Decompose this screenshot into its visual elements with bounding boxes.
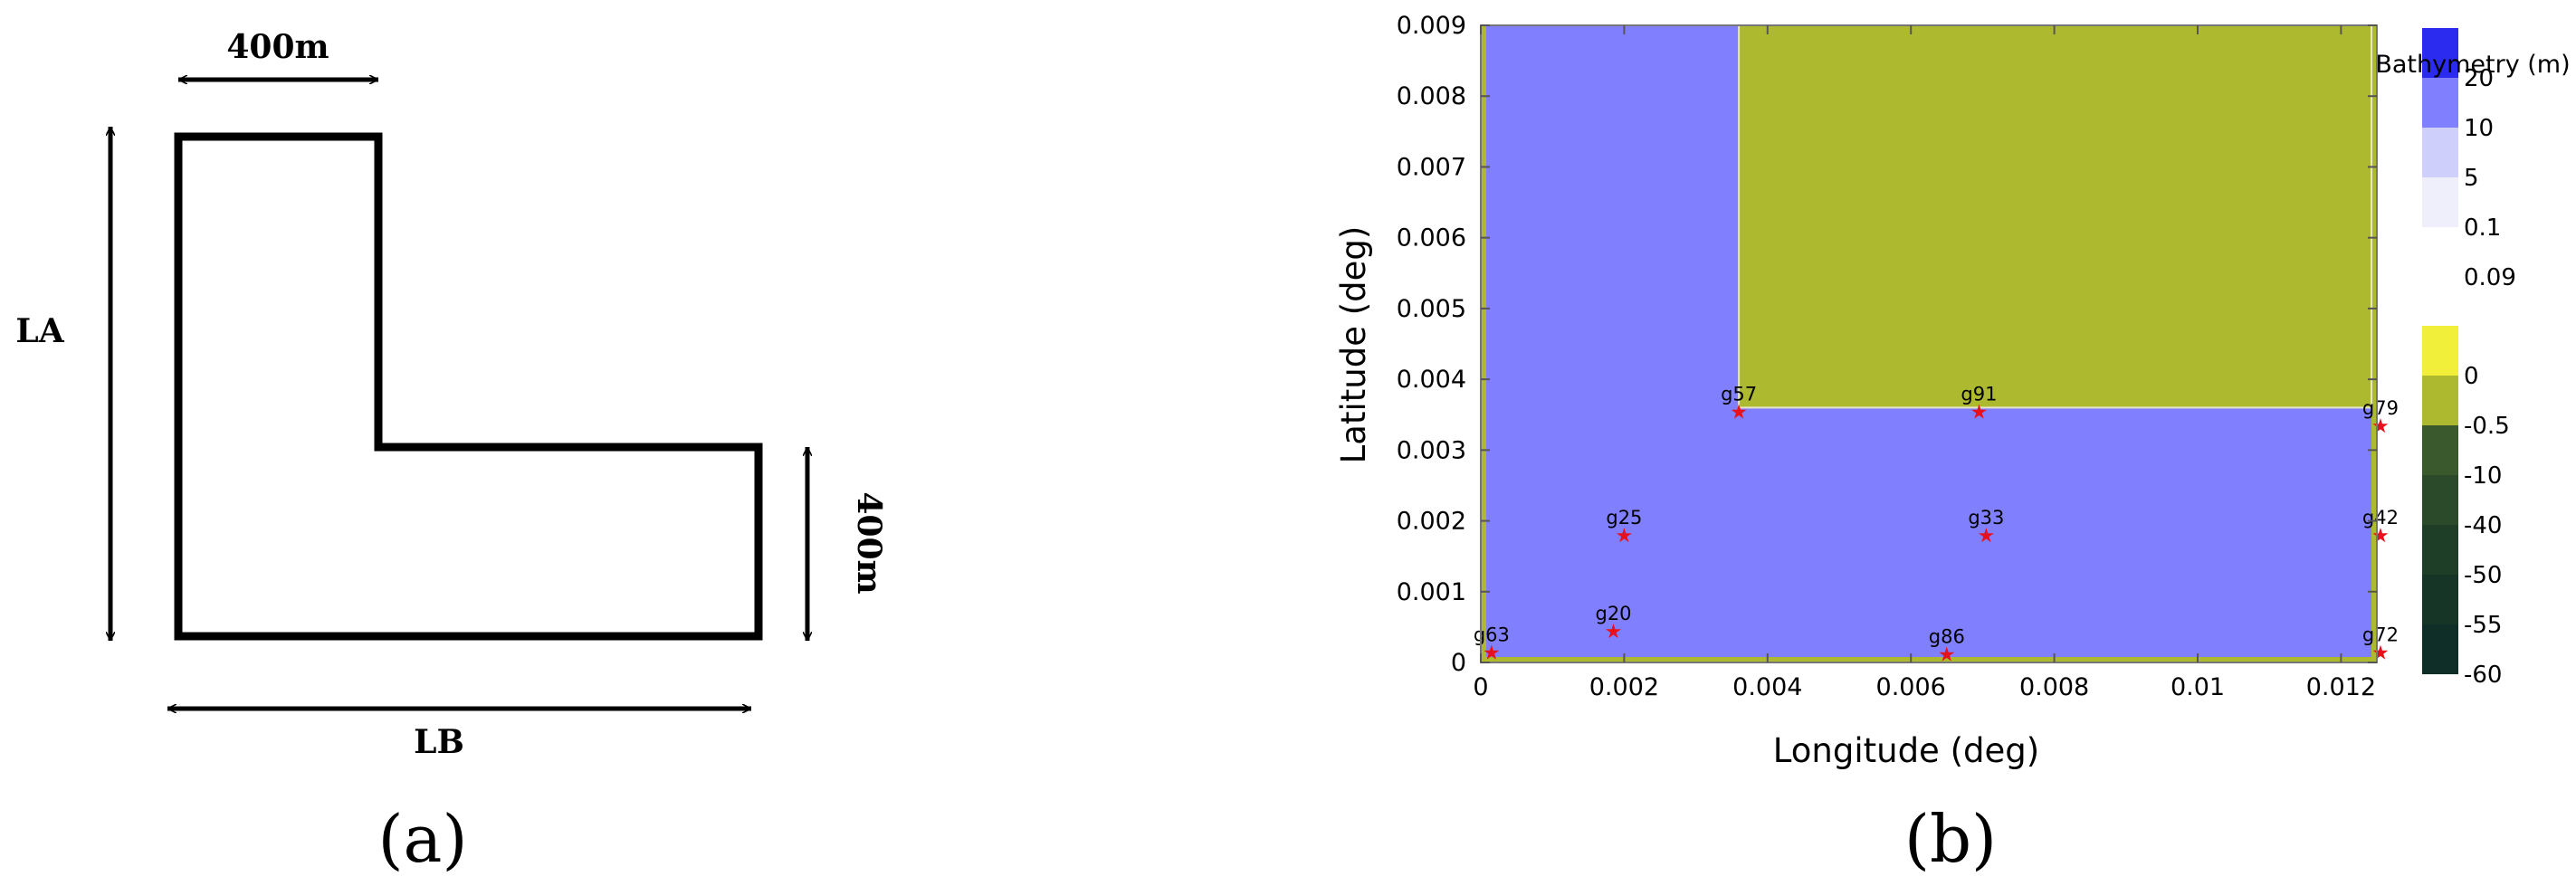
y-tick-label: 0.002: [1397, 508, 1466, 536]
colorbar-swatch: [2422, 227, 2458, 277]
x-tick-label: 0.006: [1876, 673, 1946, 701]
panel-a-l-shape-sketch: 400m LA 400m LB (a): [15, 28, 888, 877]
gauge-label: g57: [1721, 383, 1757, 405]
gauge-label: g79: [2362, 397, 2399, 419]
colorbar-swatch: [2422, 425, 2458, 475]
gauge-star-icon: ★: [1483, 642, 1501, 664]
gauge-star-icon: ★: [1970, 401, 1989, 424]
y-tick-label: 0: [1451, 649, 1466, 677]
colorbar-swatch: [2422, 28, 2458, 78]
plot-area: [1481, 24, 2377, 662]
y-tick-label: 0.001: [1397, 578, 1466, 606]
panel-b-bathymetry-map: ★g63 ★g20★g86★g72★g25★g33★g42★g57★g91★g79…: [1334, 12, 2571, 877]
dimension-label-right: 400m: [850, 491, 888, 594]
gauge-star-icon: ★: [1605, 621, 1623, 643]
y-tick-label: 0.009: [1397, 12, 1466, 40]
plot-frame: [1480, 24, 2378, 663]
gauge-label: g20: [1595, 603, 1631, 624]
x-tick-label: 0.002: [1589, 673, 1659, 701]
colorbar: 20 10 5 0.1 0.09 0 -0.5 -10 -40 -50 -55 -60: [2422, 28, 2516, 689]
dimension-label-la: LA: [15, 312, 64, 350]
gauge-label: g33: [1968, 507, 2004, 529]
x-tick-label: 0.004: [1732, 673, 1802, 701]
x-tick-label: 0.01: [2171, 673, 2225, 701]
colorbar-swatch: [2422, 177, 2458, 227]
dimension-label-top: 400m: [226, 28, 329, 66]
y-tick-label: 0.004: [1397, 366, 1466, 394]
y-tick-label: 0.003: [1397, 436, 1466, 464]
colorbar-label: -40: [2464, 512, 2502, 539]
gauge-g91: ★g91: [1961, 383, 1997, 424]
y-tick-label: 0.005: [1397, 295, 1466, 323]
gauge-label: g42: [2362, 507, 2399, 529]
colorbar-label: 10: [2464, 115, 2494, 142]
gauge-label: g86: [1929, 626, 1965, 648]
gauge-g57: ★g57: [1721, 383, 1757, 424]
x-tick-label: 0.008: [2019, 673, 2089, 701]
colorbar-swatch: [2422, 326, 2458, 376]
y-tick-label: 0.007: [1397, 153, 1466, 181]
colorbar-swatch: [2422, 376, 2458, 425]
gauge-star-icon: ★: [1616, 525, 1634, 548]
colorbar-swatch: [2422, 575, 2458, 624]
colorbar-swatch: [2422, 128, 2458, 177]
gauge-label: g25: [1606, 507, 1642, 529]
gauge-g86: ★g86: [1929, 626, 1965, 667]
panel-a-caption: (a): [377, 801, 467, 877]
colorbar-label: 5: [2464, 165, 2479, 192]
panel-b-caption: (b): [1904, 801, 1997, 877]
y-tick-label: 0.006: [1397, 224, 1466, 252]
colorbar-label: -10: [2464, 462, 2502, 490]
gauge-g20: ★g20: [1595, 603, 1631, 643]
colorbar-label: 0.1: [2464, 214, 2501, 242]
colorbar-swatch: [2422, 475, 2458, 525]
gauge-star-icon: ★: [1938, 644, 1956, 667]
gauge-label: g91: [1961, 383, 1997, 405]
gauge-label: g72: [2362, 624, 2399, 645]
gauge-star-icon: ★: [1977, 525, 1995, 548]
y-axis-label: Latitude (deg): [1334, 226, 1373, 464]
gauge-g79: ★g79: [2362, 397, 2399, 438]
colorbar-title: Bathymetry (m): [2375, 51, 2570, 79]
colorbar-swatch: [2422, 624, 2458, 674]
colorbar-label: -50: [2464, 562, 2502, 589]
colorbar-label: 0.09: [2464, 264, 2516, 291]
gauge-star-icon: ★: [1730, 401, 1748, 424]
gauge-label: g63: [1474, 624, 1510, 645]
gauge-g63: ★g63: [1474, 624, 1510, 664]
gauge-g33: ★g33: [1968, 507, 2004, 548]
axes: 0 0.002 0.004 0.006 0.008 0.01 0.012 0 0.001 0.00…: [1397, 12, 2378, 701]
x-axis-label: Longitude (deg): [1773, 731, 2039, 770]
y-tick-label: 0.008: [1397, 82, 1466, 110]
colorbar-label: 20: [2464, 65, 2494, 92]
x-tick-label: 0.012: [2306, 673, 2376, 701]
gauge-g25: ★g25: [1606, 507, 1642, 548]
colorbar-swatch: [2422, 525, 2458, 575]
colorbar-label: 0: [2464, 363, 2479, 390]
colorbar-swatch: [2422, 78, 2458, 128]
l-shaped-basin-outline: [174, 132, 763, 641]
colorbar-label: -0.5: [2464, 413, 2510, 440]
land-region: [1738, 24, 2372, 409]
colorbar-label: -60: [2464, 662, 2502, 689]
dimension-label-lb: LB: [414, 723, 464, 761]
x-tick-label: 0: [1473, 673, 1488, 701]
colorbar-label: -55: [2464, 612, 2502, 639]
